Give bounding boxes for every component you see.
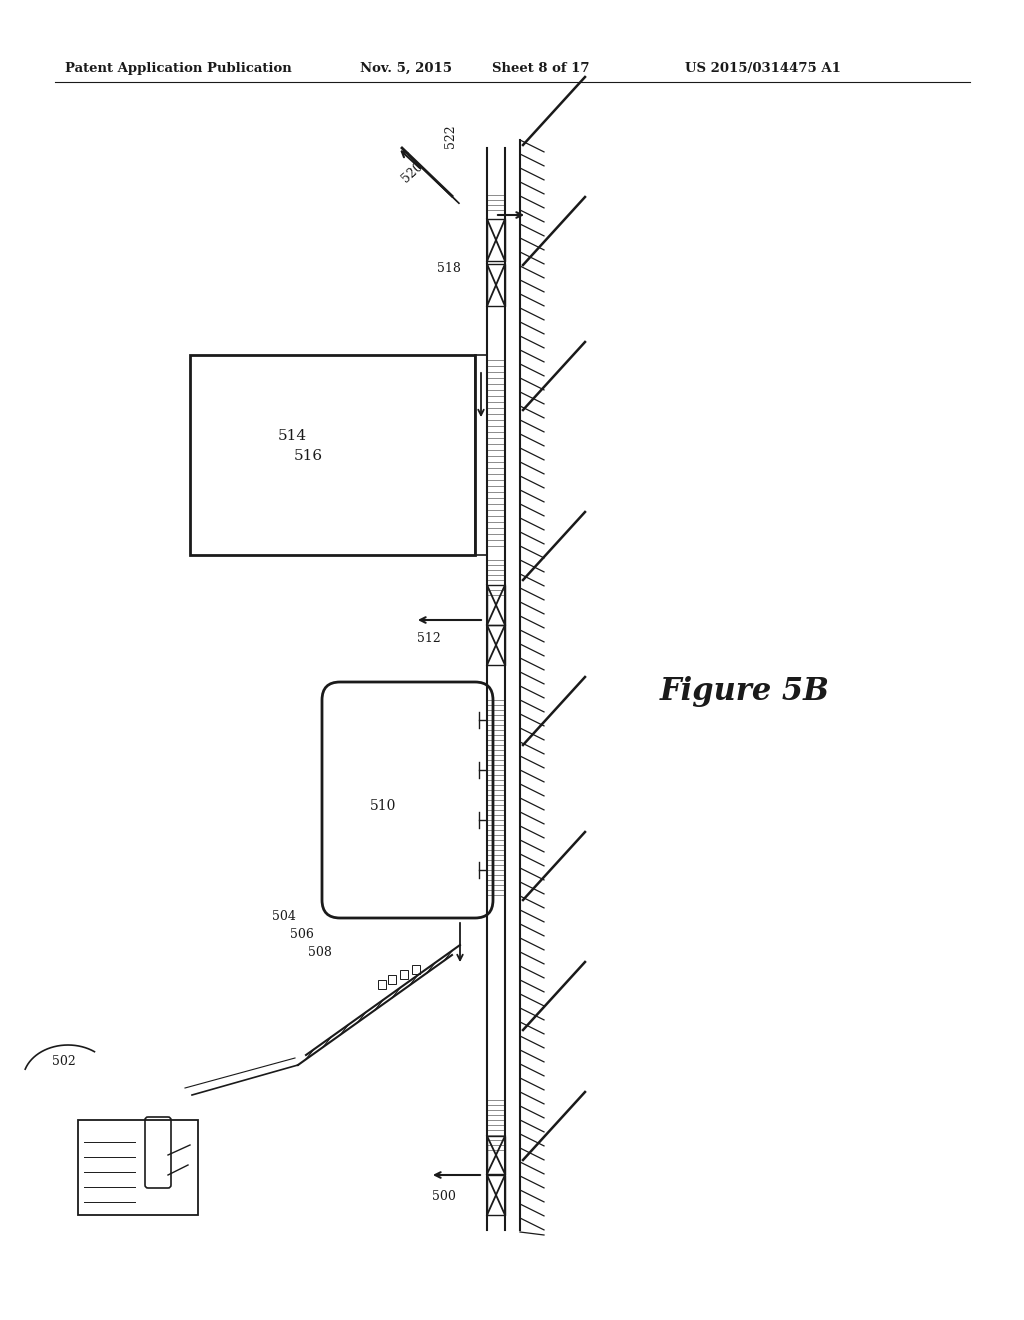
Bar — [487, 624, 505, 665]
Bar — [487, 219, 505, 261]
Text: 508: 508 — [308, 946, 332, 960]
Bar — [487, 1137, 505, 1173]
Text: US 2015/0314475 A1: US 2015/0314475 A1 — [685, 62, 841, 75]
Text: 518: 518 — [437, 261, 461, 275]
Text: 516: 516 — [294, 449, 324, 463]
Text: Figure 5B: Figure 5B — [660, 676, 829, 708]
Bar — [78, 1119, 198, 1214]
Bar — [475, 355, 487, 554]
Text: 512: 512 — [417, 632, 440, 645]
Bar — [412, 965, 420, 974]
Bar — [487, 585, 505, 624]
Text: Patent Application Publication: Patent Application Publication — [65, 62, 292, 75]
Text: Nov. 5, 2015: Nov. 5, 2015 — [360, 62, 452, 75]
Bar — [400, 970, 408, 979]
Text: 510: 510 — [370, 799, 396, 813]
Bar — [487, 264, 505, 306]
Text: 514: 514 — [278, 429, 307, 444]
Bar — [388, 975, 396, 983]
Bar — [378, 979, 386, 989]
Text: Sheet 8 of 17: Sheet 8 of 17 — [492, 62, 590, 75]
Text: 522: 522 — [444, 124, 457, 148]
Text: 502: 502 — [52, 1055, 76, 1068]
Text: 504: 504 — [272, 909, 296, 923]
Bar — [487, 1175, 505, 1214]
Text: 506: 506 — [290, 928, 314, 941]
Text: 520: 520 — [398, 160, 425, 185]
Text: 500: 500 — [432, 1191, 456, 1203]
Bar — [190, 355, 475, 554]
